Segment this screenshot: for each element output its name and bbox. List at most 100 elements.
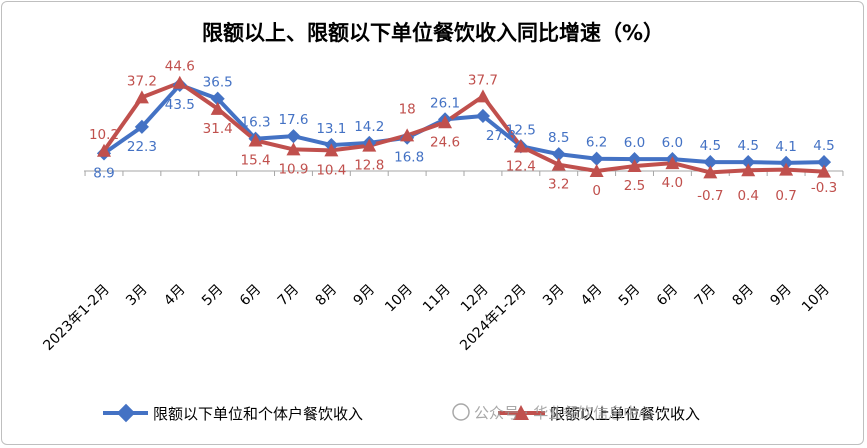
data-label-s2: 0.7 — [775, 188, 796, 204]
x-tick-label: 11月 — [420, 282, 454, 316]
point-marker-s2 — [703, 165, 718, 179]
data-label-s2: 4.0 — [662, 175, 683, 191]
data-label-s2: 10.4 — [316, 162, 346, 178]
point-marker-s2 — [779, 162, 794, 176]
point-marker-s2 — [741, 163, 756, 177]
x-tick-label: 7月 — [275, 282, 303, 310]
data-label-s1: 12.5 — [506, 122, 536, 138]
x-tick-label: 6月 — [237, 282, 265, 310]
data-labels: 8.9 22.3 43.5 36.5 16.3 17.6 13.1 14.2 16.8 26.1 2… — [89, 59, 837, 204]
point-marker-s2 — [134, 90, 149, 104]
x-tick-label: 2023年1-2月 — [40, 282, 112, 354]
wechat-icon — [452, 403, 470, 421]
data-label-s2: 37.7 — [468, 72, 498, 88]
data-label-s1: 36.5 — [203, 75, 233, 91]
x-tick-label: 2024年1-2月 — [457, 282, 529, 354]
x-tick-label: 4月 — [578, 282, 606, 310]
legend-diamond-icon — [116, 403, 136, 423]
x-tick-labels: 2023年1-2月 3月 4月 5月 6月 7月 8月 9月 10月 11月 12月2024年1-2… — [40, 282, 832, 354]
data-label-s1: 6.0 — [662, 135, 683, 151]
x-tick-label: 9月 — [767, 282, 795, 310]
data-label-s2: 0.4 — [737, 188, 758, 204]
data-label-s1: 4.5 — [813, 138, 834, 154]
point-marker-s2 — [513, 139, 528, 153]
data-label-s2: 10.2 — [89, 127, 119, 143]
data-label-s2: -0.3 — [811, 180, 837, 196]
chart-title: 限额以上、限额以下单位餐饮收入同比增速（%） — [202, 21, 664, 45]
data-label-s1: 13.1 — [316, 121, 346, 137]
point-marker-s2 — [172, 75, 187, 89]
point-marker-s2 — [551, 157, 566, 171]
point-marker-s2 — [438, 115, 453, 129]
data-label-s2: 12.4 — [506, 158, 536, 174]
data-label-s2: 15.4 — [241, 153, 271, 169]
watermark: 公众号 · 华业餐饮信息中心 — [452, 403, 653, 422]
data-label-s2: 18 — [399, 101, 416, 117]
data-label-s1: 17.6 — [278, 112, 308, 128]
point-marker-s1 — [589, 151, 604, 166]
data-label-s1: 4.5 — [737, 138, 758, 154]
point-marker-s2 — [97, 143, 111, 157]
x-tick-label: 5月 — [616, 282, 644, 310]
x-axis-ticks — [84, 171, 844, 176]
point-marker-s2 — [400, 128, 415, 142]
point-marker-s1 — [551, 147, 566, 162]
point-marker-s1 — [816, 155, 832, 170]
series-markers — [96, 75, 832, 179]
data-label-s2: -0.7 — [697, 188, 723, 204]
data-label-s1: 8.5 — [548, 130, 569, 146]
point-marker-s2 — [210, 101, 225, 115]
x-tick-label: 5月 — [199, 282, 227, 310]
x-tick-label: 10月 — [799, 282, 833, 316]
point-marker-s2 — [817, 164, 831, 178]
data-label-s1: 8.9 — [93, 165, 114, 181]
data-label-s1: 16.8 — [394, 150, 424, 166]
point-marker-s2 — [627, 159, 642, 173]
x-tick-label: 4月 — [161, 282, 189, 310]
x-tick-label: 3月 — [123, 282, 151, 310]
point-marker-s1 — [741, 155, 756, 170]
data-label-s2: 12.8 — [354, 158, 384, 174]
data-label-s1: 4.1 — [775, 139, 796, 155]
legend-triangle-icon — [513, 405, 529, 420]
data-label-s1: 14.2 — [354, 119, 384, 135]
x-tick-label: 3月 — [540, 282, 568, 310]
data-label-s1: 43.5 — [165, 97, 195, 113]
data-label-s1: 6.2 — [586, 135, 607, 151]
x-tick-label: 12月 — [458, 282, 492, 316]
legend-label-2: 限额以上单位餐饮收入 — [550, 405, 700, 423]
point-marker-s1 — [703, 155, 718, 170]
legend-label-1: 限额以下单位和个体户餐饮收入 — [153, 405, 363, 423]
data-label-s2: 0 — [592, 183, 601, 199]
data-label-s2: 24.6 — [430, 134, 460, 150]
point-marker-s2 — [665, 156, 680, 170]
point-marker-s2 — [362, 138, 377, 152]
x-tick-label: 8月 — [313, 282, 341, 310]
x-tick-label: 10月 — [382, 282, 416, 316]
data-label-s2: 31.4 — [203, 121, 233, 137]
point-marker-s2 — [248, 133, 263, 147]
data-label-s1: 26.1 — [430, 95, 460, 111]
data-label-s2: 10.9 — [278, 161, 308, 177]
x-tick-label: 9月 — [351, 282, 379, 310]
watermark-text: 公众号 · 华业餐饮信息中心 — [474, 404, 653, 422]
x-tick-label: 7月 — [692, 282, 720, 310]
x-tick-label: 8月 — [730, 282, 758, 310]
data-label-s2: 2.5 — [624, 178, 645, 194]
data-label-s1: 22.3 — [127, 139, 157, 155]
legend: 限额以下单位和个体户餐饮收入 限额以上单位餐饮收入 — [103, 403, 700, 423]
point-marker-s2 — [286, 142, 301, 156]
data-label-s1: 27.8 — [486, 128, 516, 144]
data-label-s1: 4.5 — [700, 138, 721, 154]
data-label-s2: 44.6 — [165, 59, 195, 75]
data-label-s2: 3.2 — [548, 177, 569, 193]
point-marker-s2 — [589, 164, 604, 177]
data-label-s1: 6.0 — [624, 135, 645, 151]
x-tick-label: 6月 — [654, 282, 682, 310]
point-marker-s1 — [286, 129, 301, 144]
point-marker-s2 — [324, 143, 339, 157]
data-label-s2: 37.2 — [127, 73, 157, 89]
point-marker-s1 — [475, 108, 491, 124]
